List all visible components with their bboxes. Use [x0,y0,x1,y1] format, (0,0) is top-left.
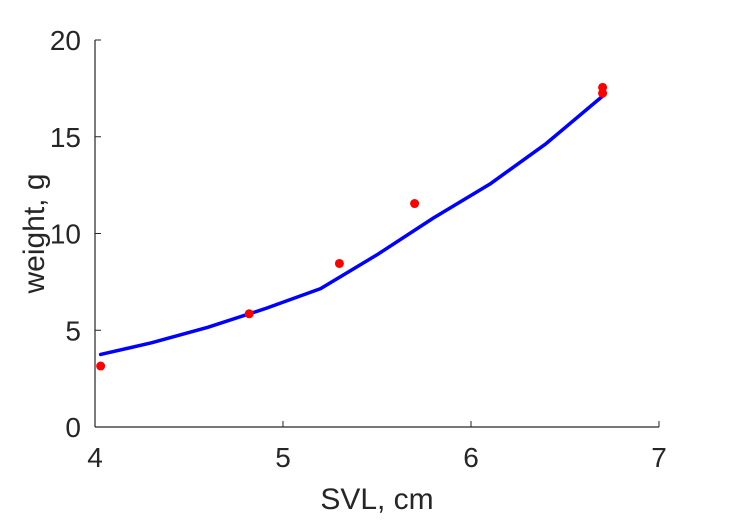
fit-curve-layer [98,94,605,357]
y-tick-label: 15 [50,122,81,153]
x-tick-label: 5 [275,442,291,473]
tick-labels: 4 5 6 7 0 5 10 15 20 [50,25,667,473]
data-points-layer [96,82,608,371]
y-tick-label: 20 [50,25,81,56]
x-tick-label: 7 [651,442,667,473]
data-point [410,199,420,209]
x-axis-label: SVL, cm [320,483,433,516]
data-point [334,258,344,268]
fit-curve [98,94,605,357]
x-tick-label: 4 [87,442,103,473]
y-tick-label: 10 [50,219,81,250]
data-point [244,309,254,319]
axes [94,39,660,428]
data-point [96,361,106,371]
y-tick-label: 0 [65,412,81,443]
y-tick-label: 5 [65,315,81,346]
y-axis-label: weight, g [18,173,51,294]
x-tick-label: 6 [463,442,479,473]
data-point [598,82,608,92]
